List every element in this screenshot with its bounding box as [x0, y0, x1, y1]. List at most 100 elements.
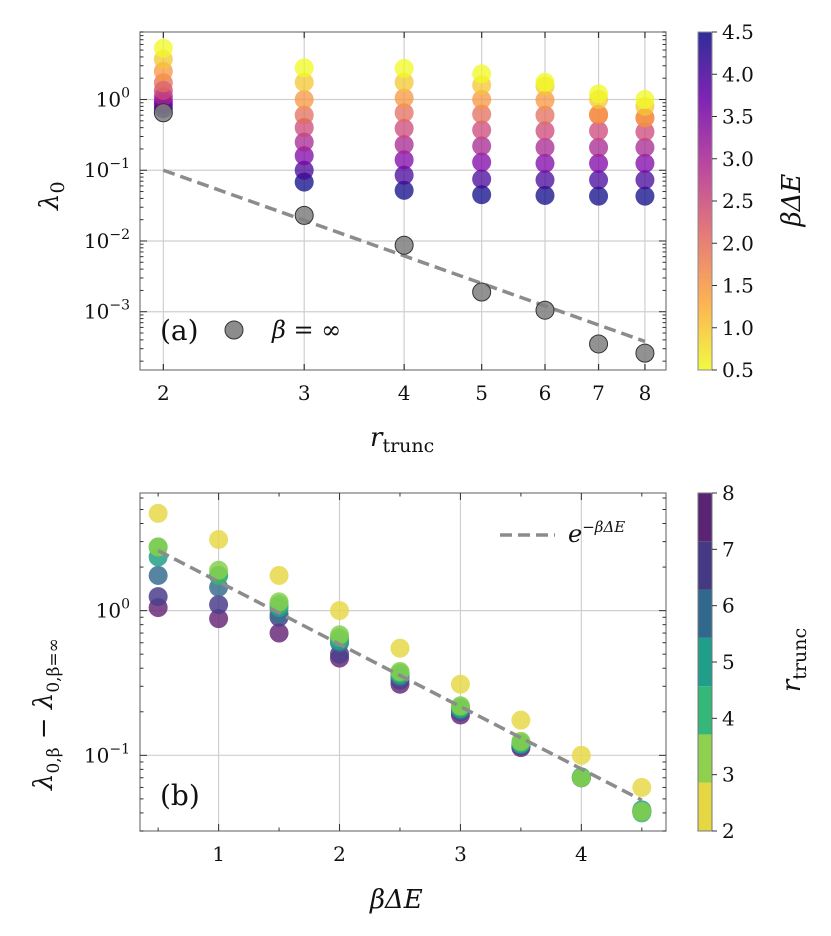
panel-b-colorbar-tick-label: 2	[722, 819, 735, 843]
panel-a-point	[472, 64, 492, 84]
panel-b-point	[269, 623, 289, 643]
panel-a-colorbar-tick-label: 4.0	[722, 62, 754, 86]
panel-a-point	[589, 137, 609, 157]
panel-b-point	[571, 745, 591, 765]
panel-b-xlabel: βΔE	[369, 885, 423, 915]
panel-a-label: (a)	[160, 314, 199, 347]
panel-a-point	[294, 58, 314, 78]
panel-b-point	[209, 595, 229, 615]
panel-a-point	[589, 170, 609, 190]
panel-b-ytick-label: 10−1	[84, 741, 130, 767]
panel-b-colorbar-tick-label: 6	[722, 594, 735, 618]
panel-a-point	[394, 72, 414, 92]
panel-a-beta-inf-point	[535, 300, 555, 320]
panel-b-point	[269, 592, 289, 612]
panel-a-points	[153, 38, 655, 206]
panel-a-point	[394, 150, 414, 170]
panel-a-point	[472, 120, 492, 140]
panel-b-xtick-label: 2	[333, 842, 346, 866]
panel-b-point	[148, 565, 168, 585]
panel-a-point	[294, 72, 314, 92]
panel-a-point	[394, 180, 414, 200]
panel-a-point	[635, 170, 655, 190]
panel-b-point	[450, 696, 470, 716]
panel-b-colorbar-segment	[698, 541, 712, 590]
panel-a-xlabel: rtrunc	[370, 423, 434, 457]
panel-b-ylabel: λ0,β − λ0,β=∞	[29, 638, 64, 791]
panel-b-point	[571, 768, 591, 788]
panel-b-point	[209, 560, 229, 580]
panel-b-colorbar-segment	[698, 493, 712, 542]
panel-a-point	[472, 90, 492, 110]
panel-a-point	[589, 104, 609, 124]
panel-a-beta-inf-point	[394, 235, 414, 255]
panel-b-frame	[139, 492, 667, 832]
panel-a-point	[635, 122, 655, 142]
panel-a-xtick-label: 7	[592, 381, 605, 405]
panel-a-point	[472, 169, 492, 189]
panel-b-colorbar-segment	[698, 637, 712, 687]
panel-a-legend-marker	[224, 320, 244, 340]
panel-a-colorbar-tick-label: 1.0	[722, 316, 754, 340]
panel-b: 1 2 3 4 10−1 100 (b) e−βΔE βΔE λ0,β − λ0,β=∞…	[29, 481, 811, 915]
panel-b-point	[390, 638, 410, 658]
panel-a-point	[535, 72, 555, 92]
panel-a-point	[472, 185, 492, 205]
panel-b-point	[450, 674, 470, 694]
panel-b-colorbar-label: rtrunc	[777, 628, 811, 692]
panel-a-fit-line	[162, 168, 646, 344]
panel-a-point	[535, 170, 555, 190]
panel-a-ticks	[140, 31, 666, 370]
panel-b-label: (b)	[160, 779, 200, 812]
panel-b-ticks	[140, 493, 666, 832]
panel-a-xtick-label: 5	[475, 381, 488, 405]
panel-b-colorbar-segment	[698, 686, 712, 735]
panel-a-point	[472, 104, 492, 124]
panel-a-beta-inf-point	[153, 103, 173, 123]
panel-b-colorbar-tick-label: 8	[722, 481, 735, 505]
panel-b-fit-line	[157, 549, 643, 802]
panel-b-colorbar-tick-label: 7	[722, 537, 735, 561]
panel-a-point	[294, 146, 314, 166]
panel-b-point	[632, 801, 652, 821]
panel-b-point	[632, 777, 652, 797]
panel-a-xtick-label: 8	[639, 381, 652, 405]
panel-a-ytick-label: 100	[96, 86, 130, 112]
panel-b-colorbar-segment	[698, 589, 712, 638]
panel-a-beta-inf-points	[153, 103, 655, 363]
panel-a-y-tick-labels: 10−3 10−2 10−1 100	[84, 86, 130, 324]
panel-b-point	[511, 710, 531, 730]
panel-a-point	[394, 58, 414, 78]
panel-a-point	[589, 186, 609, 206]
panel-a-point	[535, 121, 555, 141]
panel-a-ylabel: λ0	[35, 181, 69, 211]
panel-a-point	[394, 88, 414, 108]
panel-b-x-tick-labels: 1 2 3 4	[212, 842, 587, 866]
panel-b-points	[148, 503, 652, 823]
panel-a-x-tick-labels: 2 3 4 5 6 7 8	[157, 381, 651, 405]
panel-a-frame	[139, 31, 667, 371]
panel-a-point	[635, 186, 655, 206]
panel-a-beta-inf-point	[635, 343, 655, 363]
panel-a: 2 3 4 5 6 7 8 10−3 10−2 10−1 100 (a) β = ∞ rtrunc…	[35, 20, 807, 457]
panel-a-beta-inf-point	[294, 205, 314, 225]
panel-a-fit-line-segment	[162, 168, 646, 344]
panel-a-xtick-label: 6	[539, 381, 552, 405]
panel-a-ytick-label: 10−1	[84, 156, 130, 182]
panel-b-colorbar-tick-label: 5	[722, 650, 735, 674]
panel-b-point	[209, 609, 229, 629]
panel-b-legend-label: e−βΔE	[568, 518, 625, 548]
panel-a-point	[294, 105, 314, 125]
panel-a-ytick-label: 10−3	[84, 298, 130, 324]
panel-a-point	[294, 160, 314, 180]
panel-b-point	[209, 530, 229, 550]
panel-a-point	[394, 135, 414, 155]
panel-a-colorbar-tick-label: 2.5	[722, 189, 754, 213]
panel-a-point	[635, 153, 655, 173]
panel-a-colorbar-tick-label: 0.5	[722, 358, 754, 382]
panel-a-colorbar	[697, 31, 713, 371]
panel-a-beta-inf-point	[589, 334, 609, 354]
panel-a-point	[394, 103, 414, 123]
panel-a-point	[294, 132, 314, 152]
panel-a-colorbar-ticks: 0.5 1.0 1.5 2.0 2.5 3.0 3.5 4.0 4.5	[712, 20, 754, 382]
